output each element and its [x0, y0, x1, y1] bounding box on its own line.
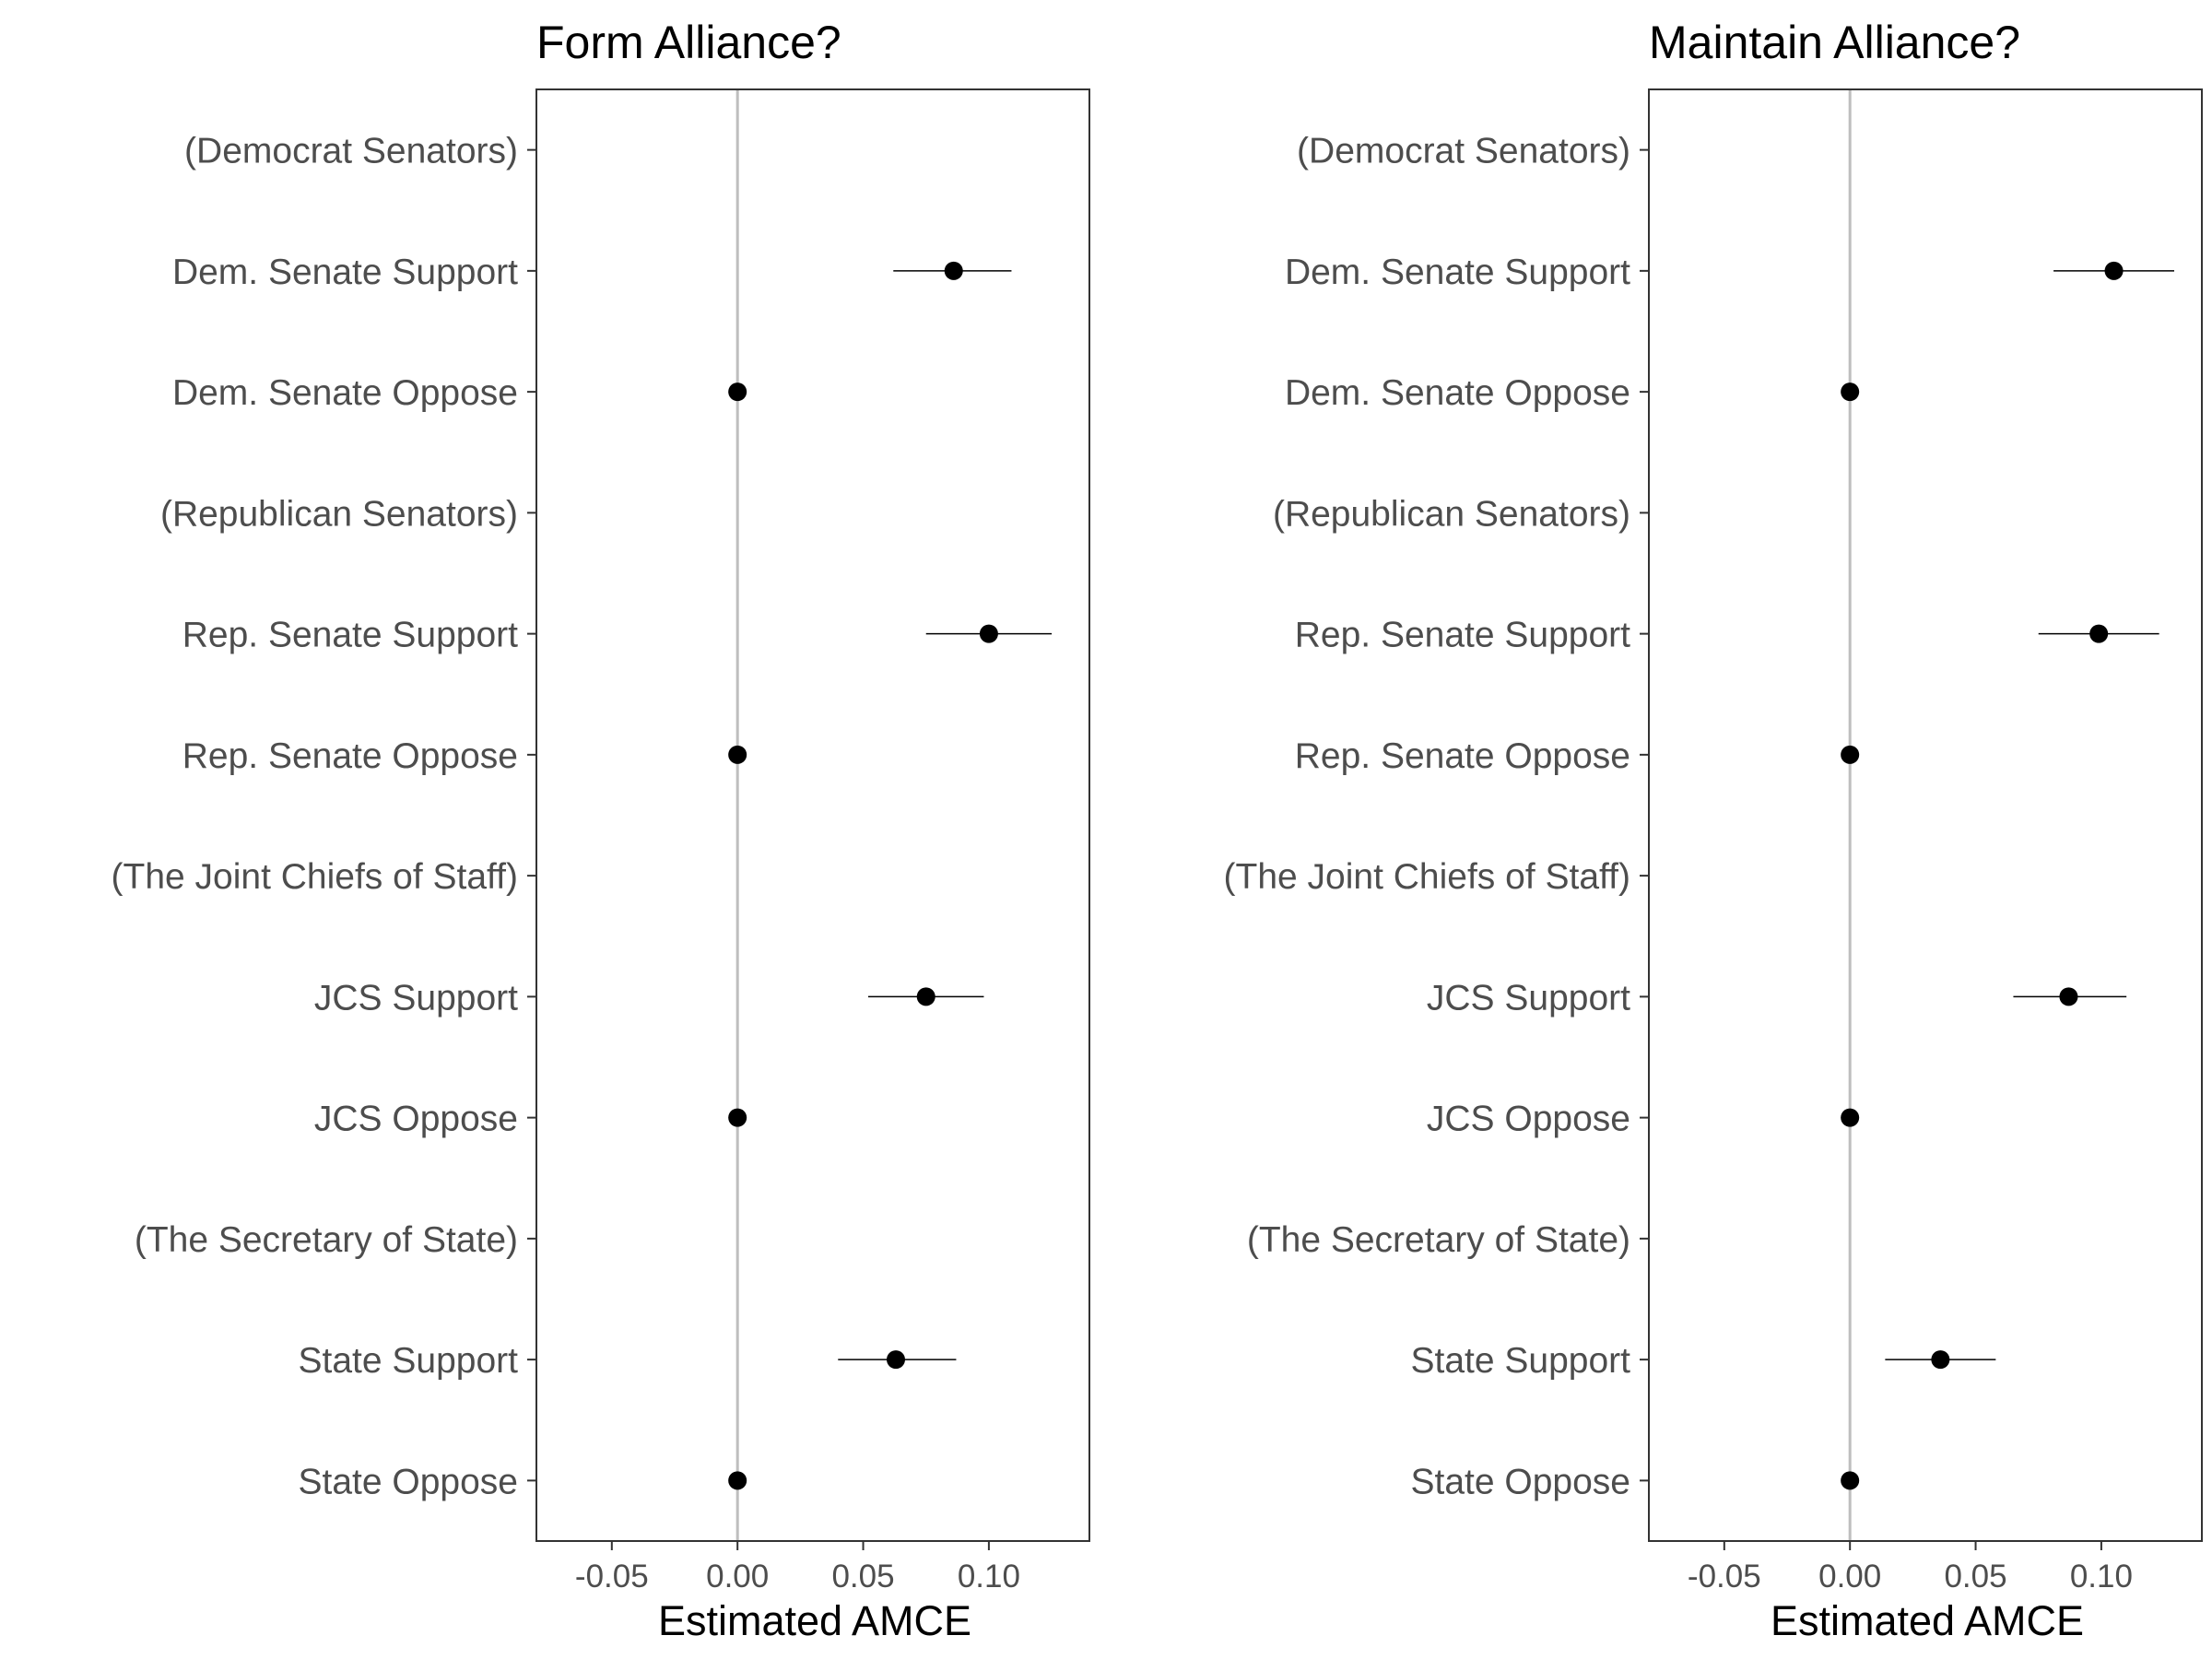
y-tick-label-rep-senate-support: Rep. Senate Support — [1295, 616, 1630, 655]
panel-maintain-alliance: Maintain Alliance? (Democrat Senators) Dem… — [1224, 17, 2203, 1644]
y-tick-label-rep-senate-oppose: Rep. Senate Oppose — [1295, 736, 1630, 776]
x-tick-label: 0.10 — [2070, 1559, 2133, 1594]
y-tick-label-dem-senate-oppose: Dem. Senate Oppose — [172, 373, 518, 413]
panel-form-alliance: Form Alliance? (Democrat Senators) Dem. Se… — [112, 17, 1090, 1644]
point-jcs-oppose — [728, 1108, 747, 1127]
y-tick-label-rep-senate-oppose: Rep. Senate Oppose — [182, 736, 518, 776]
y-tick-label-state-oppose: State Oppose — [299, 1462, 519, 1501]
y-tick-label-state-support: State Support — [299, 1341, 519, 1381]
y-tick-label-the-secretary-of-state: (The Secretary of State) — [1247, 1220, 1630, 1260]
y-tick-label-dem-senate-support: Dem. Senate Support — [1285, 253, 1630, 292]
x-tick-label: -0.05 — [1688, 1559, 1761, 1594]
y-tick-label-republican-senators: (Republican Senators) — [1273, 494, 1630, 534]
y-tick-label-dem-senate-oppose: Dem. Senate Oppose — [1285, 373, 1630, 413]
y-tick-label-jcs-oppose: JCS Oppose — [314, 1100, 518, 1139]
y-tick-label-the-joint-chiefs-of-staff: (The Joint Chiefs of Staff) — [112, 857, 518, 897]
x-tick-label: 0.05 — [831, 1559, 894, 1594]
y-tick-label-jcs-support: JCS Support — [314, 978, 518, 1018]
plot-background — [536, 89, 1089, 1541]
point-jcs-support — [916, 987, 935, 1006]
y-tick-label-state-support: State Support — [1411, 1341, 1631, 1381]
point-rep-senate-oppose — [1841, 745, 1860, 764]
x-axis-label: Estimated AMCE — [658, 1597, 971, 1644]
point-jcs-support — [2059, 987, 2078, 1006]
point-state-support — [887, 1350, 905, 1370]
x-tick-label: -0.05 — [575, 1559, 649, 1594]
y-tick-label-jcs-oppose: JCS Oppose — [1427, 1100, 1630, 1139]
y-tick-label-democrat-senators: (Democrat Senators) — [1297, 132, 1630, 171]
y-tick-label-democrat-senators: (Democrat Senators) — [184, 132, 518, 171]
plot-border — [535, 88, 1090, 1542]
point-dem-senate-oppose — [728, 382, 747, 402]
point-state-oppose — [1841, 1471, 1860, 1490]
plot-border — [1648, 88, 2203, 1542]
y-tick-label-state-oppose: State Oppose — [1411, 1462, 1631, 1501]
point-dem-senate-oppose — [1841, 382, 1860, 402]
y-tick-label-jcs-support: JCS Support — [1427, 978, 1630, 1018]
point-rep-senate-support — [979, 624, 998, 643]
y-tick-label-the-secretary-of-state: (The Secretary of State) — [135, 1220, 518, 1260]
point-state-oppose — [728, 1471, 747, 1490]
point-jcs-oppose — [1841, 1108, 1860, 1127]
point-rep-senate-support — [2089, 624, 2109, 643]
x-axis-label: Estimated AMCE — [1771, 1597, 2084, 1644]
plot-background — [1649, 89, 2202, 1541]
point-dem-senate-support — [944, 261, 963, 280]
point-dem-senate-support — [2104, 261, 2124, 280]
x-tick-label: 0.00 — [706, 1559, 769, 1594]
y-tick-label-the-joint-chiefs-of-staff: (The Joint Chiefs of Staff) — [1224, 857, 1630, 897]
point-state-support — [1931, 1350, 1950, 1370]
x-tick-label: 0.10 — [958, 1559, 1020, 1594]
point-rep-senate-oppose — [728, 745, 747, 764]
chart-title: Form Alliance? — [536, 17, 841, 68]
x-tick-label: 0.00 — [1818, 1559, 1881, 1594]
y-tick-label-dem-senate-support: Dem. Senate Support — [172, 253, 518, 292]
y-tick-label-rep-senate-support: Rep. Senate Support — [182, 616, 518, 655]
chart-title: Maintain Alliance? — [1649, 17, 2020, 68]
y-tick-label-republican-senators: (Republican Senators) — [160, 494, 518, 534]
x-tick-label: 0.05 — [1944, 1559, 2006, 1594]
